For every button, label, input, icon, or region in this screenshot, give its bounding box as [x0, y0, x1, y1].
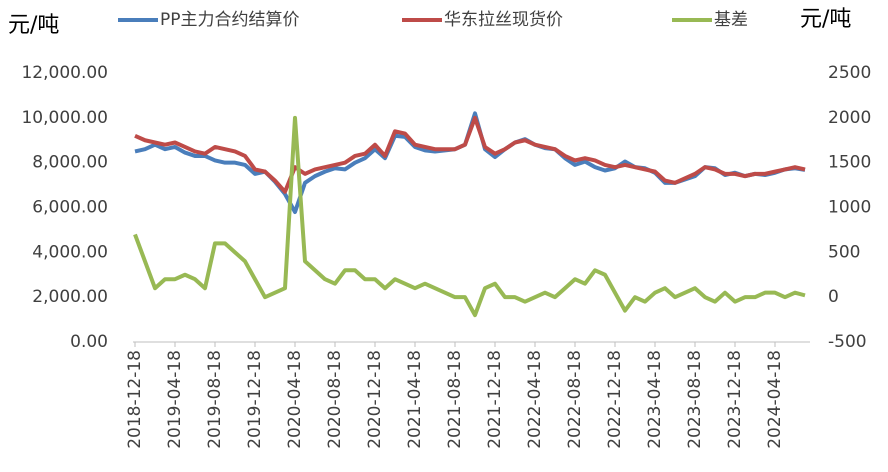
y-tick-label: 2,000.00: [32, 287, 108, 307]
y2-tick-label: 500: [828, 242, 860, 262]
series-line: [133, 115, 806, 318]
x-tick-label: 2019-08-18: [205, 350, 225, 449]
y-tick-label: 6,000.00: [32, 198, 108, 218]
x-tick-label: 2022-12-18: [605, 350, 625, 449]
y-tick-label: 10,000.00: [21, 108, 108, 128]
y2-tick-label: 0: [828, 287, 839, 307]
y2-tick-label: 2500: [828, 63, 871, 83]
x-tick-label: 2020-12-18: [365, 350, 385, 449]
y2-tick-label: 2000: [828, 108, 871, 128]
x-tick-label: 2022-08-18: [565, 350, 585, 449]
x-tick-label: 2022-04-18: [525, 350, 545, 449]
x-tick-label: 2024-04-18: [765, 350, 785, 449]
x-tick-label: 2021-12-18: [485, 350, 505, 449]
y2-tick-label: 1000: [828, 198, 871, 218]
x-tick-label: 2019-04-18: [165, 350, 185, 449]
y-tick-label: 0.00: [70, 332, 108, 352]
y-tick-label: 4,000.00: [32, 242, 108, 262]
y2-axis-title: 元/吨: [800, 7, 851, 32]
legend-label: PP主力合约结算价: [160, 10, 300, 30]
x-tick-label: 2020-04-18: [285, 350, 305, 449]
x-tick-label: 2020-08-18: [325, 350, 345, 449]
x-tick-label: 2021-04-18: [405, 350, 425, 449]
legend-label: 华东拉丝现货价: [444, 10, 563, 30]
x-tick-label: 2023-12-18: [725, 350, 745, 449]
x-tick-label: 2018-12-18: [125, 350, 145, 449]
y-tick-label: 8,000.00: [32, 153, 108, 173]
legend-label: 基差: [714, 10, 748, 30]
y2-tick-label: -500: [828, 332, 867, 352]
x-tick-label: 2021-08-18: [445, 350, 465, 449]
x-tick-label: 2023-04-18: [645, 350, 665, 449]
x-tick-label: 2019-12-18: [245, 350, 265, 449]
y2-tick-label: 1500: [828, 153, 871, 173]
x-tick-label: 2023-08-18: [685, 350, 705, 449]
series-line: [134, 115, 806, 194]
y-tick-label: 12,000.00: [21, 63, 108, 83]
y-axis-title: 元/吨: [8, 13, 59, 38]
